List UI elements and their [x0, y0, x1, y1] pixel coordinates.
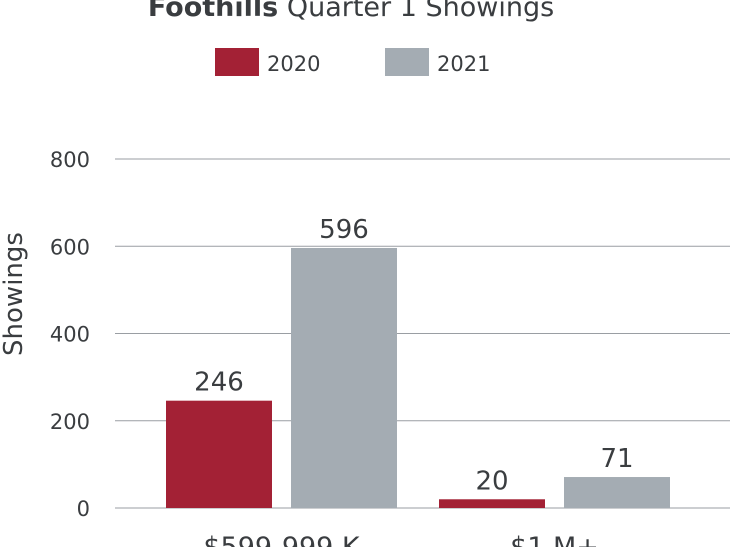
bar-2021-0: [291, 247, 397, 508]
bar-value-label: 20: [475, 466, 508, 496]
chart-title: Foothills Quarter 1 Showings: [148, 0, 554, 23]
legend: 2020 2021: [215, 48, 490, 76]
y-tick-label: 200: [50, 410, 90, 434]
bar-2020-0: [166, 400, 272, 508]
y-tick-label: 800: [50, 148, 90, 172]
bars: [166, 247, 670, 508]
legend-label: 2021: [437, 52, 490, 76]
chart-title-bold: Foothills: [148, 0, 278, 23]
bar-value-label: 71: [600, 444, 633, 474]
chart-title-rest: Quarter 1 Showings: [278, 0, 554, 23]
y-axis-ticks: 0 200 400 600 800: [50, 148, 90, 521]
bar-2020-1: [439, 499, 545, 508]
y-tick-label: 0: [77, 497, 90, 521]
y-axis-label: Showings: [0, 232, 29, 356]
bar-value-label: 246: [194, 368, 244, 398]
y-tick-label: 600: [50, 235, 90, 259]
bar-value-labels: 246 596 20 71: [194, 215, 633, 496]
legend-swatch-2020: [215, 48, 259, 76]
x-tick-label: $599-999 K: [203, 532, 361, 547]
bar-value-label: 596: [319, 215, 369, 245]
y-tick-label: 400: [50, 323, 90, 347]
legend-label: 2020: [267, 52, 320, 76]
bar-2021-1: [564, 477, 670, 508]
x-tick-label: $1 M+: [510, 532, 599, 547]
legend-swatch-2021: [385, 48, 429, 76]
x-axis-ticks: $599-999 K $1 M+: [203, 532, 599, 547]
